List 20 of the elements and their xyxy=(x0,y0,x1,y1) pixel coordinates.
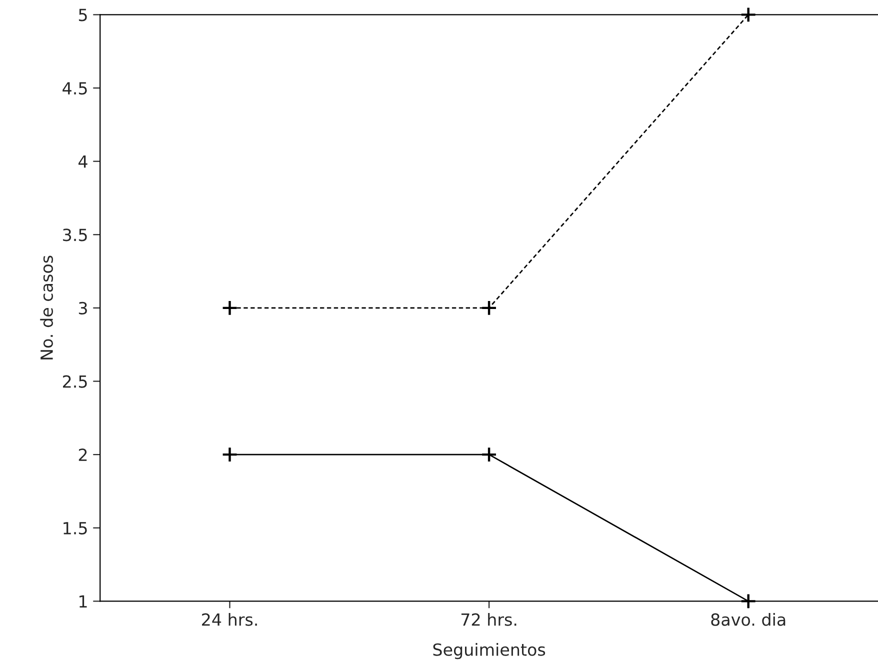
y-tick-label: 3 xyxy=(78,302,87,315)
x-tick-label: 24 hrs. xyxy=(202,613,257,626)
y-tick-label: 2 xyxy=(78,448,87,461)
y-tick-label: 3.5 xyxy=(63,228,87,242)
y-tick-label: 4.5 xyxy=(62,82,87,95)
y-tick-label: 2.5 xyxy=(63,375,87,388)
y-axis-title: No. de casos xyxy=(40,256,53,360)
point xyxy=(480,300,498,316)
y-tick-label: 4 xyxy=(78,156,88,168)
point xyxy=(740,6,756,23)
x-axis-title: Seguimientos xyxy=(433,643,546,660)
point xyxy=(740,593,756,610)
y-tick-label: 5 xyxy=(78,8,87,22)
point xyxy=(480,446,498,463)
x-tick-label: 72 hrs. xyxy=(461,613,516,626)
point xyxy=(222,300,238,316)
point xyxy=(222,446,238,463)
y-tick-label: 1 xyxy=(80,595,87,608)
x-tick-label: 8avo. dia xyxy=(711,613,786,626)
y-tick-label: 1.5 xyxy=(64,522,87,534)
